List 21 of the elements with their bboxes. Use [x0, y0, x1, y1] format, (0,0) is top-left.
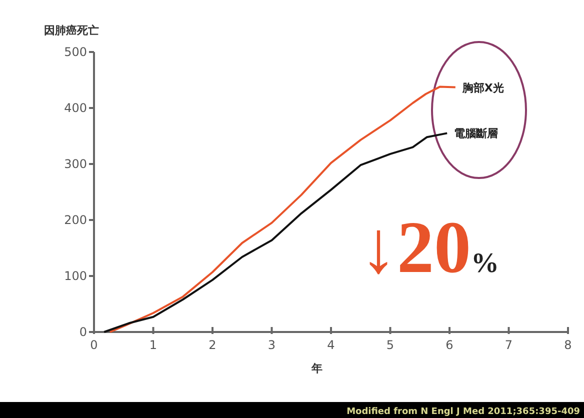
- x-tick-label: 7: [504, 338, 513, 352]
- y-tick-label: 300: [64, 157, 87, 171]
- y-tick-label: 400: [64, 101, 87, 115]
- x-tick-label: 5: [386, 338, 394, 352]
- x-tick-label: 8: [564, 338, 572, 352]
- x-axis-title: 年: [310, 362, 322, 375]
- x-tick-label: 4: [327, 338, 335, 352]
- x-tick-label: 2: [208, 338, 216, 352]
- y-axis-title: 因肺癌死亡: [44, 24, 99, 37]
- series-label: 胸部X光: [461, 81, 504, 94]
- y-tick-label: 0: [79, 325, 87, 339]
- x-tick-label: 3: [268, 338, 276, 352]
- x-tick-label: 0: [90, 338, 98, 352]
- x-tick-label: 1: [149, 338, 158, 352]
- series-label: 電腦斷層: [454, 127, 498, 140]
- y-tick-label: 500: [64, 45, 87, 59]
- y-tick-label: 200: [64, 213, 87, 227]
- annotation: ↓20%: [360, 207, 499, 289]
- y-tick-label: 100: [64, 269, 87, 283]
- x-tick-label: 6: [446, 338, 454, 352]
- text: Modified from N Engl J Med 2011;365:395-409: [346, 407, 580, 417]
